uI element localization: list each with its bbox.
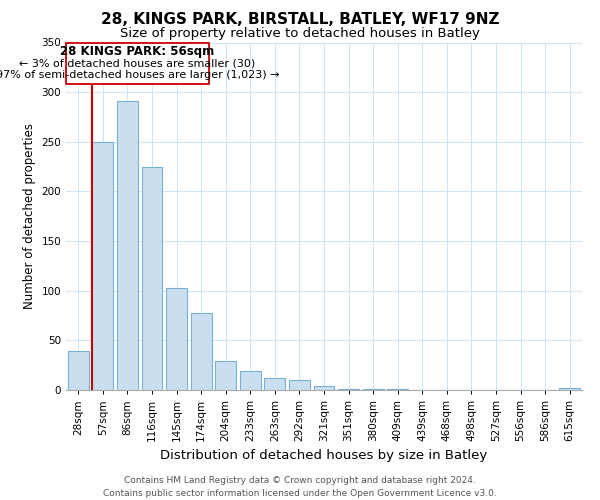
Bar [314,386,334,390]
Y-axis label: Number of detached properties: Number of detached properties [23,123,36,309]
X-axis label: Distribution of detached houses by size in Batley: Distribution of detached houses by size … [160,450,488,462]
Bar [289,380,310,390]
Text: ← 3% of detached houses are smaller (30): ← 3% of detached houses are smaller (30) [19,58,256,68]
FancyBboxPatch shape [67,42,209,84]
Text: 97% of semi-detached houses are larger (1,023) →: 97% of semi-detached houses are larger (… [0,70,279,81]
Bar [142,166,163,390]
Text: Contains HM Land Registry data © Crown copyright and database right 2024.
Contai: Contains HM Land Registry data © Crown c… [103,476,497,498]
Bar [215,361,236,390]
Bar [92,142,113,390]
Bar [387,389,408,390]
Bar [117,101,138,390]
Text: 28 KINGS PARK: 56sqm: 28 KINGS PARK: 56sqm [61,45,215,58]
Bar [240,371,261,390]
Bar [166,288,187,390]
Text: 28, KINGS PARK, BIRSTALL, BATLEY, WF17 9NZ: 28, KINGS PARK, BIRSTALL, BATLEY, WF17 9… [101,12,499,28]
Bar [362,389,383,390]
Bar [338,389,359,390]
Bar [68,352,89,390]
Bar [191,312,212,390]
Bar [265,378,286,390]
Text: Size of property relative to detached houses in Batley: Size of property relative to detached ho… [120,28,480,40]
Bar [559,388,580,390]
